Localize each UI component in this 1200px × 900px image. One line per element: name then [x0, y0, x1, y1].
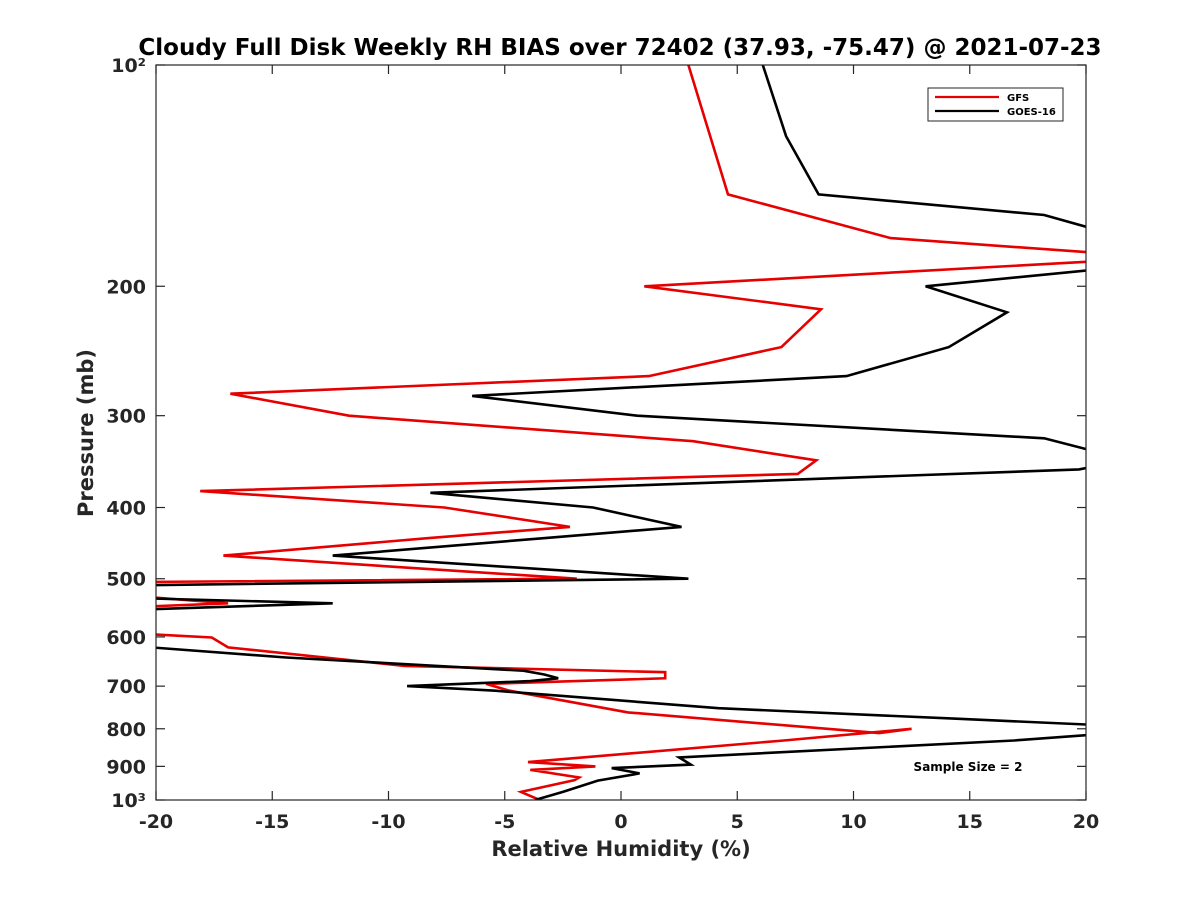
x-tick-label: -5 [494, 811, 515, 833]
x-axis: -20 -15 -10 -5 0 5 10 15 20 [139, 65, 1099, 833]
y-tick-label: 10³ [111, 790, 146, 812]
x-tick-label: 15 [957, 811, 983, 833]
legend-label-gfs: GFS [1007, 93, 1029, 104]
x-tick-label: 5 [731, 811, 744, 833]
x-tick-label: 20 [1073, 811, 1099, 833]
legend: GFS GOES-16 [927, 87, 1064, 122]
x-tick-label: 10 [840, 811, 866, 833]
y-tick-label: 800 [106, 719, 146, 741]
x-tick-label: -10 [371, 811, 405, 833]
x-tick-label: -20 [139, 811, 173, 833]
series-line-gfs [156, 65, 1086, 800]
y-tick-label: 900 [106, 756, 146, 778]
y-axis: 10² 200 300 400 500 600 700 800 900 10³ [106, 55, 1086, 812]
y-tick-label: 400 [106, 498, 146, 520]
y-axis-label: Pressure (mb) [74, 349, 98, 517]
x-tick-label: -15 [255, 811, 289, 833]
y-tick-label: 500 [106, 569, 146, 591]
sample-size-annotation: Sample Size = 2 [914, 760, 1023, 774]
y-tick-label: 600 [106, 627, 146, 649]
x-axis-label: Relative Humidity (%) [491, 837, 750, 861]
legend-label-goes16: GOES-16 [1007, 107, 1056, 118]
series-layer [156, 65, 1086, 800]
x-tick-label: 0 [614, 811, 627, 833]
y-tick-label: 10² [111, 55, 146, 77]
legend-box [927, 87, 1064, 122]
series-line-goes16 [156, 65, 1086, 800]
y-tick-label: 700 [106, 676, 146, 698]
y-tick-label: 300 [106, 406, 146, 428]
chart-title: Cloudy Full Disk Weekly RH BIAS over 724… [138, 35, 1101, 61]
y-tick-label: 200 [106, 276, 146, 298]
